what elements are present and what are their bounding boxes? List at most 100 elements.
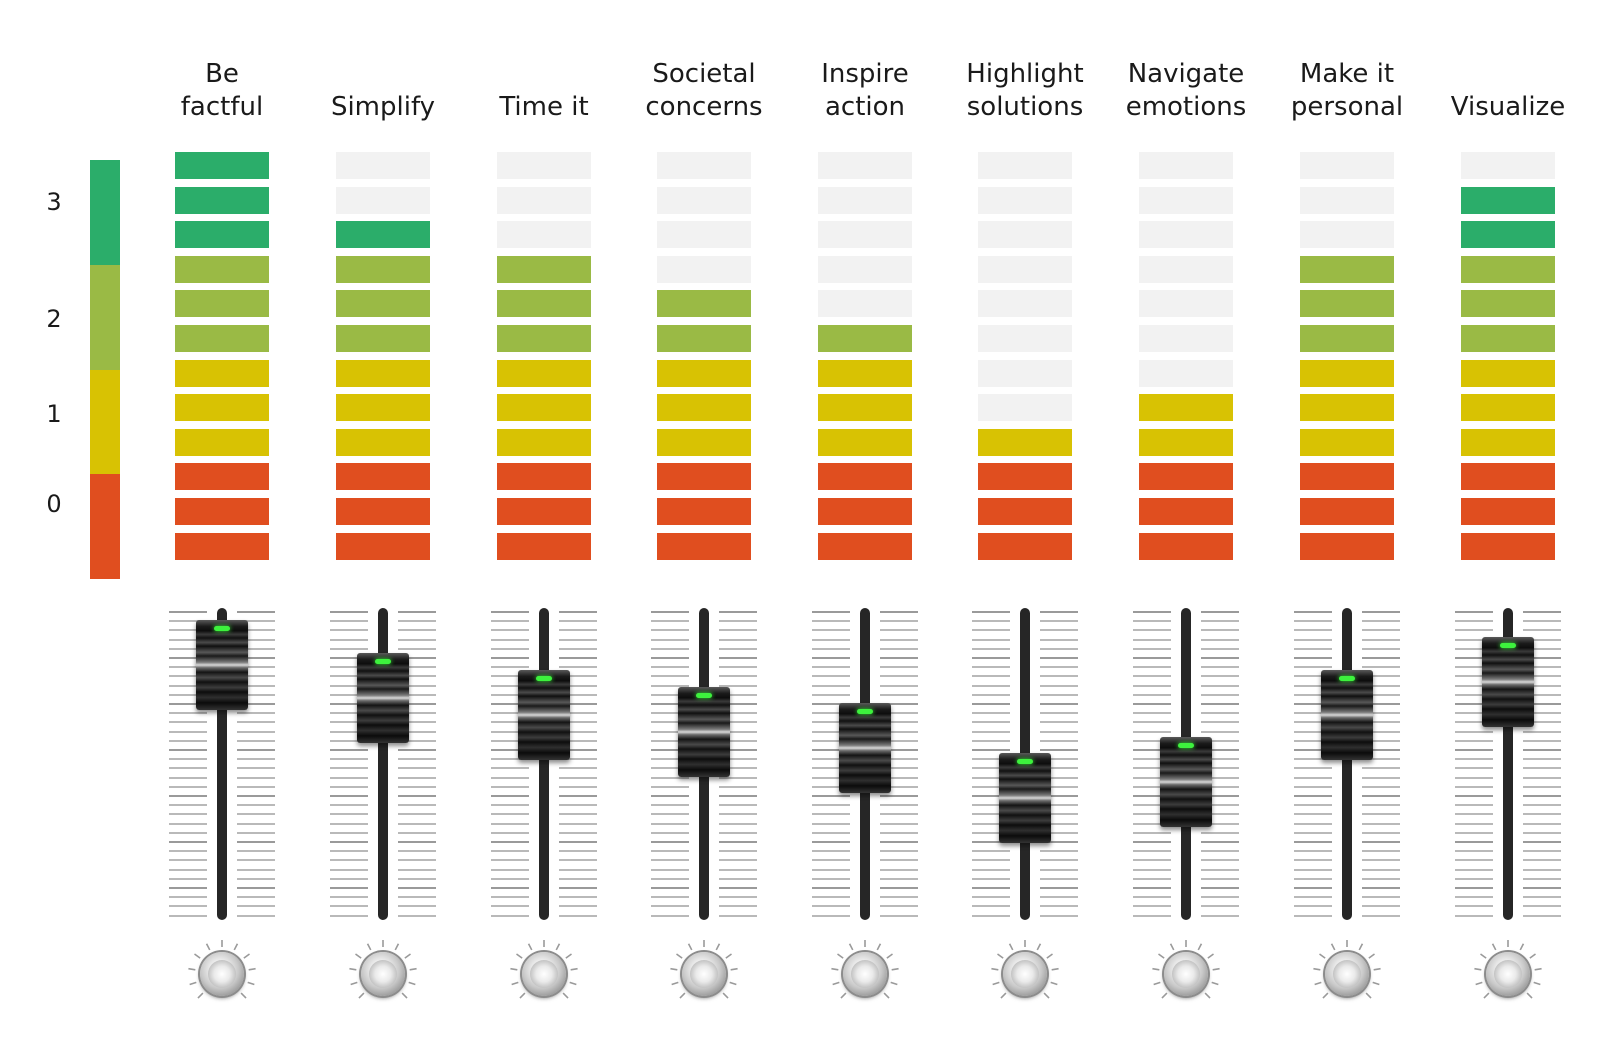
tick-mark bbox=[1523, 877, 1561, 880]
tick-mark bbox=[169, 629, 207, 632]
tick-mark bbox=[559, 804, 597, 807]
knob-dial[interactable] bbox=[1003, 952, 1047, 996]
tick-mark bbox=[1362, 693, 1400, 696]
tick-mark bbox=[559, 887, 597, 889]
knob-ticks bbox=[188, 940, 256, 999]
tick-mark bbox=[398, 887, 436, 889]
tick-mark bbox=[491, 647, 529, 650]
knob-tick bbox=[1046, 953, 1053, 959]
fader-handle[interactable] bbox=[1160, 737, 1212, 827]
tick-mark bbox=[237, 712, 275, 715]
rotary-knob[interactable] bbox=[1150, 938, 1222, 1010]
tick-mark bbox=[1133, 795, 1171, 797]
tick-mark bbox=[972, 657, 1010, 659]
knob-dial[interactable] bbox=[1325, 952, 1369, 996]
rotary-knob[interactable] bbox=[508, 938, 580, 1010]
knob-dial[interactable] bbox=[1164, 952, 1208, 996]
tick-mark bbox=[880, 739, 918, 742]
fader-handle[interactable] bbox=[1482, 637, 1534, 727]
tick-mark bbox=[812, 758, 850, 761]
tick-mark bbox=[398, 703, 436, 705]
knob-tick bbox=[679, 992, 686, 999]
rotary-knob[interactable] bbox=[1472, 938, 1544, 1010]
tick-mark bbox=[1523, 859, 1561, 862]
scale-band-0 bbox=[90, 473, 120, 579]
level-segment bbox=[336, 290, 430, 318]
tick-mark bbox=[1201, 841, 1239, 843]
tick-mark bbox=[1294, 739, 1332, 742]
tick-mark bbox=[719, 804, 757, 807]
tick-mark bbox=[398, 629, 436, 632]
knob-dial[interactable] bbox=[682, 952, 726, 996]
knob-tick bbox=[1043, 992, 1050, 999]
fader-handle[interactable] bbox=[999, 753, 1051, 843]
level-segment bbox=[1139, 221, 1233, 249]
tick-mark bbox=[1362, 776, 1400, 779]
rotary-knob[interactable] bbox=[347, 938, 419, 1010]
knob-cap bbox=[208, 960, 236, 988]
tick-mark bbox=[1523, 620, 1561, 623]
tick-mark bbox=[398, 675, 436, 678]
tick-mark bbox=[1455, 749, 1493, 751]
tick-mark bbox=[237, 611, 275, 613]
rotary-knob[interactable] bbox=[186, 938, 258, 1010]
tick-mark bbox=[169, 611, 207, 613]
tick-mark bbox=[559, 896, 597, 899]
tick-mark bbox=[1040, 693, 1078, 696]
tick-mark bbox=[719, 703, 757, 705]
knob-tick bbox=[1036, 943, 1042, 951]
knob-tick bbox=[837, 953, 844, 959]
tick-mark bbox=[1133, 850, 1171, 853]
tick-mark bbox=[1294, 758, 1332, 761]
rotary-knob[interactable] bbox=[668, 938, 740, 1010]
level-segment bbox=[818, 186, 912, 214]
fader-handle[interactable] bbox=[518, 670, 570, 760]
tick-mark bbox=[1523, 905, 1561, 908]
fader-handle[interactable] bbox=[1321, 670, 1373, 760]
tick-mark bbox=[1040, 739, 1078, 742]
rotary-knob[interactable] bbox=[989, 938, 1061, 1010]
tick-mark bbox=[719, 638, 757, 641]
level-segment bbox=[1139, 498, 1233, 525]
knob-dial[interactable] bbox=[843, 952, 887, 996]
rotary-knob[interactable] bbox=[829, 938, 901, 1010]
knob-dial[interactable] bbox=[522, 952, 566, 996]
knob-dial[interactable] bbox=[361, 952, 405, 996]
fader-handle[interactable] bbox=[678, 687, 730, 777]
tick-mark bbox=[972, 693, 1010, 696]
tick-mark bbox=[812, 776, 850, 779]
tick-mark bbox=[719, 657, 757, 659]
tick-mark bbox=[559, 758, 597, 761]
tick-mark bbox=[169, 822, 207, 825]
knob-dial[interactable] bbox=[1486, 952, 1530, 996]
tick-mark bbox=[398, 767, 436, 770]
knob-tick bbox=[1322, 992, 1329, 999]
fader-handle[interactable] bbox=[357, 653, 409, 743]
tick-mark bbox=[1133, 675, 1171, 678]
tick-mark bbox=[812, 657, 850, 659]
channel-label: Inspire action bbox=[790, 58, 940, 124]
tick-mark bbox=[812, 611, 850, 613]
tick-mark bbox=[559, 611, 597, 613]
rotary-knob[interactable] bbox=[1311, 938, 1383, 1010]
level-segment bbox=[336, 325, 430, 352]
tick-mark bbox=[812, 721, 850, 724]
channel-label-line2: Time it bbox=[499, 92, 589, 122]
tick-mark bbox=[559, 868, 597, 871]
tick-mark bbox=[1362, 905, 1400, 908]
tick-mark bbox=[812, 767, 850, 770]
tick-mark bbox=[812, 647, 850, 650]
tick-mark bbox=[651, 896, 689, 899]
tick-mark bbox=[237, 693, 275, 696]
fader-handle[interactable] bbox=[196, 620, 248, 710]
tick-mark bbox=[1040, 776, 1078, 779]
knob-dial[interactable] bbox=[200, 952, 244, 996]
tick-mark bbox=[719, 822, 757, 825]
tick-mark bbox=[330, 638, 368, 641]
fader-handle[interactable] bbox=[839, 703, 891, 793]
knob-tick bbox=[189, 981, 197, 986]
knob-tick bbox=[1373, 967, 1381, 971]
fader-track bbox=[378, 608, 388, 920]
level-segment bbox=[818, 325, 912, 352]
tick-mark bbox=[1201, 767, 1239, 770]
